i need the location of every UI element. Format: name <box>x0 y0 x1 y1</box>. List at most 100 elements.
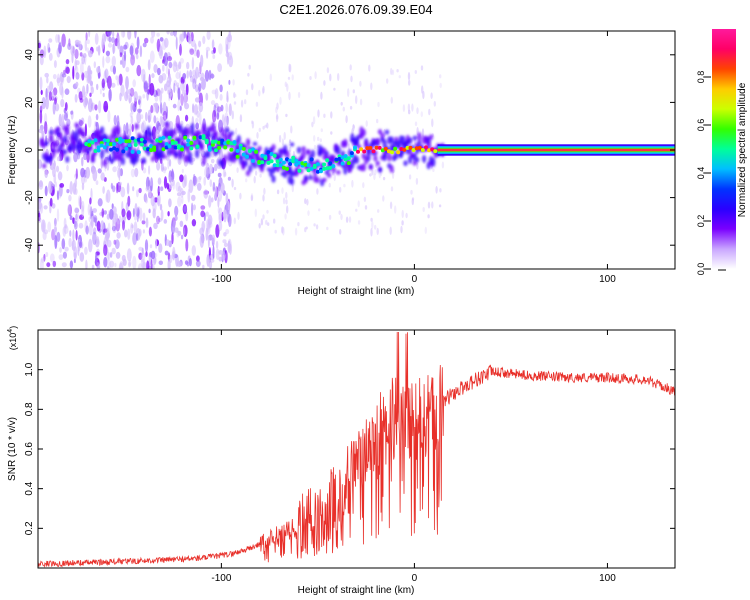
noise-speckle <box>244 99 247 105</box>
noise-speckle <box>75 72 80 80</box>
noise-speckle <box>61 86 64 99</box>
noise-speckle <box>67 42 72 51</box>
noise-speckle <box>422 90 425 100</box>
noise-speckle <box>215 240 219 249</box>
noise-speckle <box>55 34 59 43</box>
noise-speckle <box>100 156 103 169</box>
ridge-cell <box>133 138 138 143</box>
noise-speckle <box>167 56 173 62</box>
noise-speckle <box>142 42 147 48</box>
noise-speckle <box>116 75 120 86</box>
noise-speckle <box>159 37 164 42</box>
noise-speckle <box>177 196 182 207</box>
noise-speckle <box>159 90 163 103</box>
noise-speckle <box>208 195 212 208</box>
ridge-halo <box>187 151 193 161</box>
noise-speckle <box>266 122 269 129</box>
noise-speckle <box>355 95 358 105</box>
noise-speckle <box>260 218 264 226</box>
noise-speckle <box>323 80 326 86</box>
noise-speckle <box>161 73 167 81</box>
ridge-cell <box>257 160 262 164</box>
noise-speckle <box>160 209 164 221</box>
noise-speckle <box>267 222 270 227</box>
ridge-halo <box>375 160 380 166</box>
ridge-cell <box>399 147 404 151</box>
ridge-cell <box>87 143 92 148</box>
noise-speckle <box>44 121 48 135</box>
noise-speckle <box>209 163 213 175</box>
noise-speckle <box>377 101 380 108</box>
noise-speckle <box>148 165 151 175</box>
ridge-cell <box>124 146 129 151</box>
noise-speckle <box>67 204 71 215</box>
noise-speckle <box>337 73 340 81</box>
ridge-cell <box>340 161 345 166</box>
noise-speckle <box>311 121 314 128</box>
noise-speckle <box>40 257 45 263</box>
noise-speckle <box>56 190 60 201</box>
noise-speckle <box>61 113 65 128</box>
ridge-halo <box>343 138 348 147</box>
ridge-halo <box>248 164 253 173</box>
noise-speckle <box>408 174 412 180</box>
ridge-cell <box>346 156 351 161</box>
noise-speckle <box>125 76 129 90</box>
noise-speckle <box>75 81 79 87</box>
noise-speckle <box>229 243 232 255</box>
noise-speckle <box>362 182 365 189</box>
noise-speckle <box>191 202 194 216</box>
noise-speckle <box>75 211 79 223</box>
noise-speckle <box>152 208 156 219</box>
noise-speckle <box>56 156 60 162</box>
noise-speckle <box>329 73 332 82</box>
ridge-cell <box>275 163 280 168</box>
noise-speckle <box>172 220 176 234</box>
noise-speckle <box>217 63 223 73</box>
ridge-cell <box>349 151 354 156</box>
noise-speckle <box>136 111 142 124</box>
noise-speckle <box>345 216 349 223</box>
noise-speckle <box>196 110 200 118</box>
noise-speckle <box>258 127 261 132</box>
ridge-cell <box>315 169 320 174</box>
noise-speckle <box>215 224 220 238</box>
noise-speckle <box>59 41 62 46</box>
noise-speckle <box>245 178 248 183</box>
noise-speckle <box>250 195 254 202</box>
ridge-cell <box>380 148 385 153</box>
noise-speckle <box>226 209 230 223</box>
ridge-halo <box>396 144 401 148</box>
ridge-halo <box>199 144 204 151</box>
noise-speckle <box>368 64 371 72</box>
noise-speckle <box>87 115 92 128</box>
noise-speckle <box>347 143 351 151</box>
noise-speckle <box>119 168 123 177</box>
noise-speckle <box>414 121 418 127</box>
ridge-cell <box>337 156 342 161</box>
ridge-cell <box>146 147 150 152</box>
noise-speckle <box>52 87 58 96</box>
noise-speckle <box>158 217 162 223</box>
noise-speckle <box>210 197 214 203</box>
noise-speckle <box>231 178 234 188</box>
noise-speckle <box>108 36 112 43</box>
noise-speckle <box>263 187 266 195</box>
noise-speckle <box>160 161 164 172</box>
noise-speckle <box>216 112 220 120</box>
noise-speckle <box>127 88 131 95</box>
noise-speckle <box>286 83 289 92</box>
noise-speckle <box>416 163 419 170</box>
noise-speckle <box>60 98 65 108</box>
noise-speckle <box>278 134 282 143</box>
noise-speckle <box>359 98 363 106</box>
noise-speckle <box>94 104 98 111</box>
ridge-cell <box>312 165 317 169</box>
noise-speckle <box>313 223 316 227</box>
noise-speckle <box>390 186 394 192</box>
ridge-cell <box>386 149 391 154</box>
ridge-halo <box>222 133 228 140</box>
noise-speckle <box>189 48 195 55</box>
noise-speckle <box>194 84 199 93</box>
noise-speckle <box>130 222 134 234</box>
